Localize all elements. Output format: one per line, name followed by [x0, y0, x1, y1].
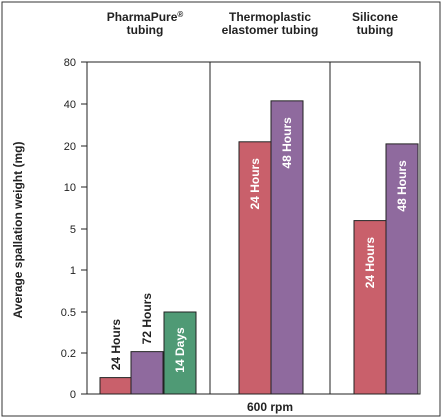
y-tick-label: 20 — [64, 141, 76, 153]
y-tick-label: 0.5 — [61, 307, 76, 319]
y-tick-label: 1 — [70, 265, 76, 277]
y-tick-label: 5 — [70, 224, 76, 236]
bar — [163, 311, 197, 395]
bar-label: 48 Hours — [395, 160, 409, 212]
bar-label: 14 Days — [173, 327, 187, 373]
bar — [385, 143, 419, 395]
bar-label: 24 Hours — [363, 237, 377, 289]
y-tick-label: 0 — [70, 389, 76, 401]
y-tick-label: 40 — [64, 99, 76, 111]
bar-label: 24 Hours — [109, 319, 123, 371]
group-header-line: tubing — [357, 23, 394, 37]
bar — [99, 377, 133, 395]
group-header-line: elastomer tubing — [222, 23, 319, 37]
group-header-line: Thermoplastic — [229, 10, 311, 24]
group-header-line: PharmaPure® — [107, 10, 184, 25]
y-tick-label: 0.2 — [61, 348, 76, 360]
y-tick-label: 10 — [64, 182, 76, 194]
bar — [270, 100, 304, 395]
bar-label: 48 Hours — [280, 117, 294, 169]
group-header-line: Silicone — [352, 10, 398, 24]
y-tick-label: 80 — [64, 57, 76, 69]
bar-label: 24 Hours — [248, 158, 262, 210]
x-axis-title: 600 rpm — [247, 400, 293, 414]
y-axis-title: Average spallation weight (mg) — [11, 142, 25, 319]
bar — [130, 351, 164, 395]
group-header-line: tubing — [127, 23, 164, 37]
bar — [353, 220, 387, 395]
bar-label: 72 Hours — [140, 293, 154, 345]
